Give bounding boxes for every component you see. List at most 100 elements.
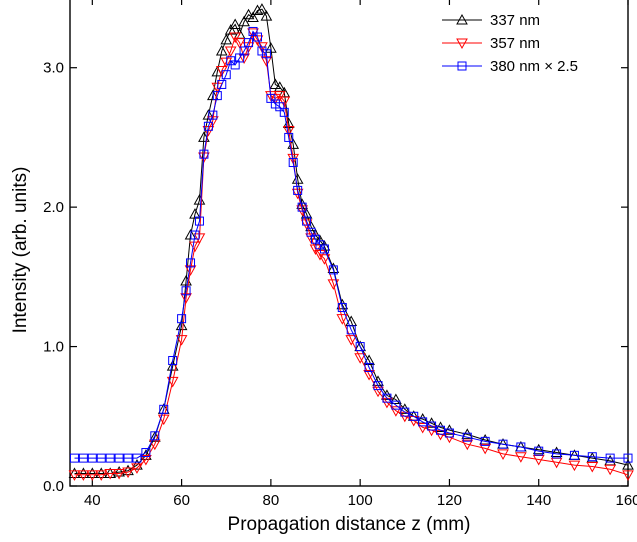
data-point	[229, 32, 242, 44]
data-point	[141, 448, 151, 458]
data-point	[251, 4, 264, 16]
data-point	[297, 202, 307, 212]
data-point	[166, 360, 179, 371]
data-point	[186, 258, 196, 268]
data-point	[166, 376, 179, 388]
data-point	[68, 467, 81, 478]
data-point	[319, 244, 329, 254]
data-point	[123, 453, 133, 463]
data-point	[434, 421, 447, 432]
data-point	[194, 216, 204, 226]
data-point	[363, 369, 375, 381]
data-point	[534, 446, 544, 456]
data-point	[273, 91, 286, 102]
x-axis-title: Propagation distance z (mm)	[228, 514, 471, 535]
data-point	[168, 356, 178, 366]
data-point	[247, 11, 259, 23]
data-point	[345, 335, 358, 346]
legend-item: 337 nm	[442, 12, 540, 29]
legend-item: 357 nm	[442, 35, 540, 52]
data-point	[242, 8, 255, 20]
data-point	[436, 425, 446, 435]
data-point	[497, 449, 509, 460]
data-point	[391, 400, 401, 410]
data-point	[260, 10, 273, 21]
data-point	[278, 96, 291, 108]
x-axis: 40 60 80 100 120 140 160	[84, 0, 637, 509]
data-point	[515, 452, 527, 463]
data-point	[238, 15, 250, 27]
legend-marker	[456, 38, 468, 50]
data-point	[444, 428, 454, 438]
data-point	[95, 467, 108, 478]
data-point	[229, 18, 242, 29]
data-point	[605, 453, 615, 463]
series-1	[68, 3, 634, 478]
data-point	[480, 436, 490, 446]
data-point	[354, 353, 367, 364]
legend-label: 337 nm	[490, 12, 540, 29]
data-point	[355, 342, 365, 352]
data-point	[568, 460, 581, 472]
data-point	[224, 46, 237, 58]
data-point	[217, 79, 227, 89]
data-point	[122, 464, 134, 476]
data-point	[95, 470, 108, 481]
y-tick-label: 1.0	[43, 339, 64, 356]
x-tick-label: 40	[84, 492, 101, 509]
data-point	[305, 233, 317, 244]
series-2	[68, 28, 634, 481]
data-point	[532, 443, 545, 455]
data-point	[114, 453, 124, 463]
data-point	[104, 468, 117, 480]
data-point	[373, 381, 383, 391]
data-point	[516, 442, 526, 452]
legend-marker	[457, 61, 467, 71]
data-point	[87, 453, 97, 463]
data-point	[86, 467, 99, 478]
y-tick-label: 2.0	[43, 199, 64, 216]
data-point	[131, 459, 143, 470]
data-point	[157, 414, 170, 426]
legend-item: 380 nm × 2.5	[442, 58, 578, 75]
data-point	[462, 432, 472, 442]
x-tick-label: 160	[615, 492, 637, 509]
data-point	[587, 452, 597, 462]
y-axis: 0.0 1.0 2.0 3.0	[43, 60, 628, 495]
data-point	[623, 453, 633, 463]
data-point	[327, 262, 340, 273]
data-point	[140, 455, 152, 466]
data-point	[181, 286, 191, 296]
data-point	[336, 314, 349, 325]
data-point	[189, 241, 201, 253]
series-line	[74, 8, 629, 474]
data-point	[68, 470, 81, 481]
data-point	[86, 470, 99, 481]
x-tick-label: 100	[348, 492, 373, 509]
y-tick-label: 3.0	[43, 60, 64, 77]
data-point	[77, 467, 90, 478]
x-tick-label: 120	[437, 492, 462, 509]
data-point	[390, 393, 402, 405]
data-point	[131, 463, 143, 474]
data-point	[552, 449, 562, 459]
data-point	[328, 265, 338, 275]
data-point	[282, 125, 295, 137]
data-point	[215, 44, 228, 56]
data-point	[443, 424, 456, 435]
series-line	[74, 31, 629, 476]
data-point	[190, 230, 200, 240]
data-point	[461, 428, 474, 439]
data-point	[113, 468, 125, 480]
data-point	[175, 319, 188, 331]
data-point	[569, 450, 579, 460]
data-point	[293, 185, 303, 195]
data-point	[212, 91, 222, 101]
data-point	[498, 439, 508, 449]
data-point	[604, 464, 616, 476]
legend-label: 357 nm	[490, 35, 540, 52]
data-point	[291, 173, 304, 184]
series-layer	[68, 3, 634, 481]
data-point	[425, 417, 438, 428]
plot-border	[69, 0, 629, 487]
